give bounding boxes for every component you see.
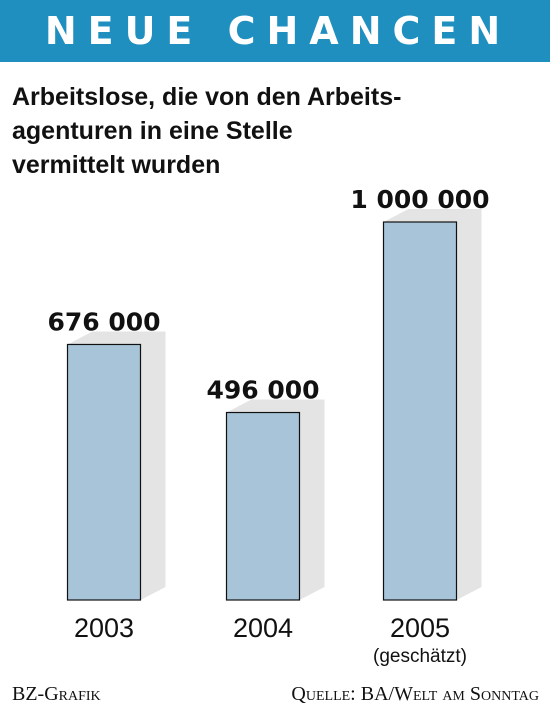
value-label-2003: 676 000 (47, 307, 160, 336)
chart-title: Arbeitslose, die von den Arbeits- agentu… (12, 80, 512, 182)
title-line-2: agenturen in eine Stelle (12, 117, 293, 145)
credit-label: BZ-Grafik (12, 683, 101, 705)
banner-title: NEUE CHANCEN (44, 9, 512, 53)
source-label: Quelle: BA/Welt am Sonntag (291, 683, 539, 705)
category-label-2003: 2003 (74, 613, 134, 643)
category-note-2005: (geschätzt) (373, 646, 467, 667)
category-label-2005: 2005 (390, 613, 450, 643)
value-label-2005: 1 000 000 (350, 185, 489, 214)
bar-2005 (382, 221, 458, 601)
category-label-2004: 2004 (233, 613, 293, 643)
bar-2003 (66, 343, 142, 601)
header-banner (0, 0, 550, 62)
title-line-1: Arbeitslose, die von den Arbeits- (12, 83, 402, 111)
bar-2004 (225, 411, 301, 601)
value-label-2004: 496 000 (206, 376, 319, 405)
title-line-3: vermittelt wurden (12, 151, 221, 179)
